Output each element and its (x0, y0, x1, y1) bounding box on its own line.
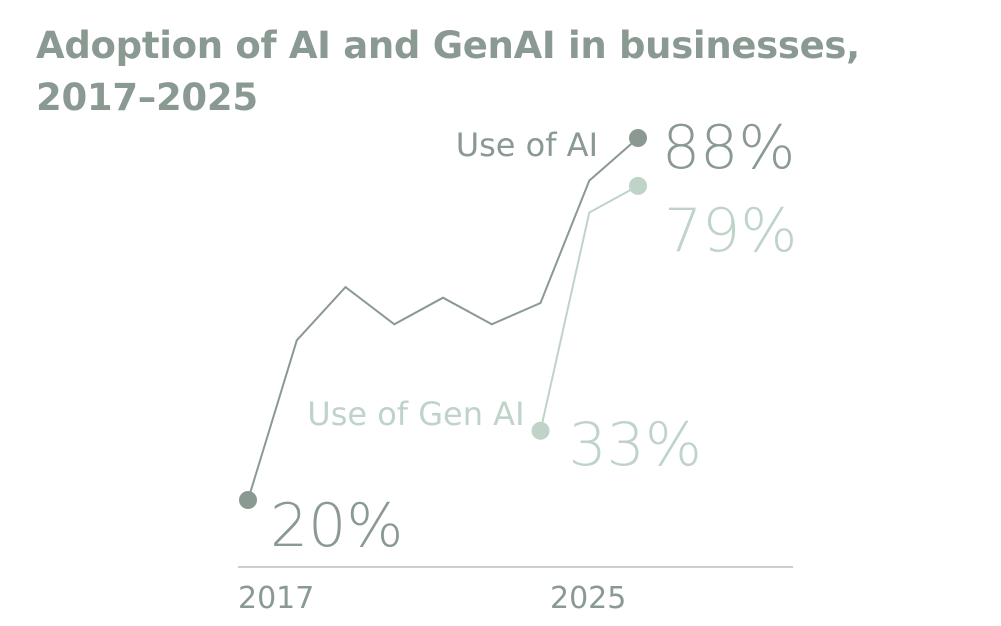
x-tick-label-start: 2017 (238, 581, 314, 616)
series-name-ai: Use of AI (456, 126, 598, 164)
series-genai: Use of Gen AI 33% 79% (307, 176, 797, 480)
point-genai-start (531, 421, 550, 440)
chart-title-line-2: 2017–2025 (36, 76, 258, 119)
value-label-ai-end: 88% (662, 113, 795, 183)
line-genai (539, 185, 639, 432)
point-genai-end (629, 176, 647, 195)
value-label-ai-start: 20% (270, 491, 403, 561)
value-label-genai-start: 33% (569, 410, 702, 480)
point-ai-end (629, 129, 647, 147)
value-label-genai-end: 79% (664, 196, 797, 266)
line-ai (247, 137, 639, 501)
series-ai: Use of AI 20% 88% (239, 113, 795, 561)
point-ai-start (239, 491, 257, 509)
x-tick-label-end: 2025 (550, 581, 626, 616)
chart-title-line-1: Adoption of AI and GenAI in businesses, (36, 24, 860, 67)
series-name-genai: Use of Gen AI (307, 395, 524, 433)
series-layer: Use of AI 20% 88% Use of Gen AI 33% 79% (239, 113, 797, 561)
